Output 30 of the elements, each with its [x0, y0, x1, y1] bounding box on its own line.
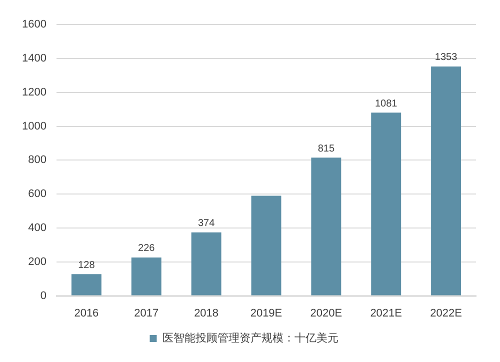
y-tick-label: 1400 — [22, 52, 46, 65]
x-tick-label: 2018 — [194, 307, 219, 320]
bar — [191, 232, 222, 296]
y-tick-label: 600 — [28, 188, 46, 200]
bar — [371, 112, 402, 296]
y-tick-label: 400 — [28, 222, 46, 234]
bar — [251, 196, 282, 296]
x-tick-label: 2022E — [430, 307, 462, 320]
x-tick-label: 2020E — [310, 307, 342, 320]
y-tick-label: 1200 — [22, 86, 46, 98]
x-tick-label: 2019E — [250, 307, 282, 320]
data-label: 1081 — [374, 98, 398, 110]
x-tick-label: 2017 — [134, 307, 159, 320]
data-label: 1353 — [434, 52, 458, 64]
y-tick-label: 200 — [28, 256, 46, 268]
bar — [71, 274, 102, 296]
x-tick-label: 2021E — [370, 307, 402, 320]
bar — [431, 66, 462, 296]
y-tick-label: 800 — [28, 154, 46, 166]
data-label: 374 — [198, 218, 216, 230]
x-tick-label: 2016 — [74, 307, 99, 320]
bar — [311, 158, 342, 296]
data-label: 128 — [78, 260, 96, 271]
y-tick-label: 0 — [40, 290, 46, 302]
y-tick-label: 1600 — [22, 18, 46, 31]
data-label: 226 — [138, 243, 156, 254]
y-tick-label: 1000 — [22, 120, 46, 132]
bar — [131, 257, 162, 296]
legend-label: 医智能投顾管理资产规模：十亿美元 — [162, 331, 338, 344]
data-label: 815 — [318, 143, 335, 154]
